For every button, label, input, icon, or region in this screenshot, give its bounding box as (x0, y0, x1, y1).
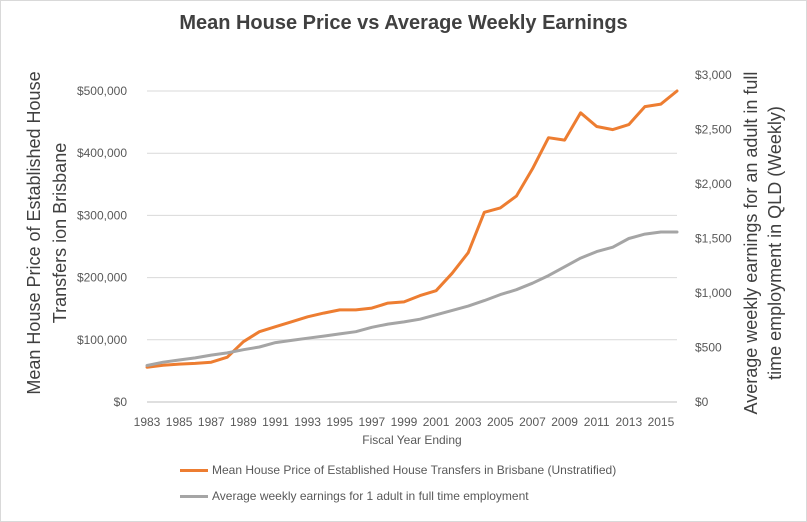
y-right-tick-label: $2,000 (695, 177, 732, 191)
series-line-earnings (145, 230, 679, 367)
y-right-tick-label: $1,500 (695, 232, 732, 246)
x-tick-label: 2009 (551, 415, 578, 429)
legend-swatch-earnings (180, 494, 208, 498)
y-left-tick-label: $200,000 (77, 271, 127, 285)
y-left-tick-label: $0 (114, 395, 128, 409)
x-tick-label: 1993 (294, 415, 321, 429)
y-right-tick-label: $0 (695, 395, 709, 409)
x-tick-label: 2005 (487, 415, 514, 429)
x-tick-label: 1999 (391, 415, 418, 429)
chart-title: Mean House Price vs Average Weekly Earni… (179, 12, 628, 34)
y-left-tick-label: $100,000 (77, 333, 127, 347)
x-tick-label: 2011 (584, 415, 610, 429)
series-line-house-price (145, 89, 679, 369)
x-axis-label: Fiscal Year Ending (362, 433, 461, 447)
y-right-tick-label: $2,500 (695, 123, 732, 137)
x-tick-label: 2003 (455, 415, 482, 429)
y-left-axis-label: Mean House Price of Established House Tra… (24, 71, 70, 394)
y-right-tick-label: $500 (695, 341, 722, 355)
x-tick-label: 1985 (166, 415, 193, 429)
x-tick-label: 1983 (134, 415, 161, 429)
legend-swatch-house-price (180, 468, 208, 472)
x-tick-label: 2013 (615, 415, 642, 429)
legend-item-house-price: Mean House Price of Established House Tr… (180, 462, 616, 478)
x-tick-label: 1989 (230, 415, 257, 429)
x-tick-label: 1997 (358, 415, 385, 429)
x-tick-label: 1995 (326, 415, 353, 429)
y-left-tick-label: $300,000 (77, 208, 127, 222)
y-right-axis-label-line: Average weekly earnings for an adult in … (741, 72, 761, 415)
y-left-tick-label: $500,000 (77, 84, 127, 98)
y-right-tick-label: $1,000 (695, 286, 732, 300)
y-right-tick-label: $3,000 (695, 68, 732, 82)
x-tick-label: 1987 (198, 415, 225, 429)
x-tick-label: 1991 (262, 415, 289, 429)
legend: Mean House Price of Established House Tr… (180, 462, 616, 514)
y-right-axis-label: Average weekly earnings for an adult in … (741, 72, 785, 415)
y-right-axis-label-line: time employment in QLD (Weekly) (765, 106, 785, 380)
x-tick-label: 2015 (648, 415, 675, 429)
y-left-axis-label-line: Transfers ion Brisbane (50, 143, 70, 323)
legend-item-earnings: Average weekly earnings for 1 adult in f… (180, 488, 616, 504)
x-tick-label: 2001 (423, 415, 450, 429)
legend-label-earnings: Average weekly earnings for 1 adult in f… (212, 489, 529, 503)
legend-label-house-price: Mean House Price of Established House Tr… (212, 463, 617, 477)
x-tick-label: 2007 (519, 415, 546, 429)
y-left-tick-label: $400,000 (77, 146, 127, 160)
y-left-axis-label-line: Mean House Price of Established House (24, 71, 44, 394)
